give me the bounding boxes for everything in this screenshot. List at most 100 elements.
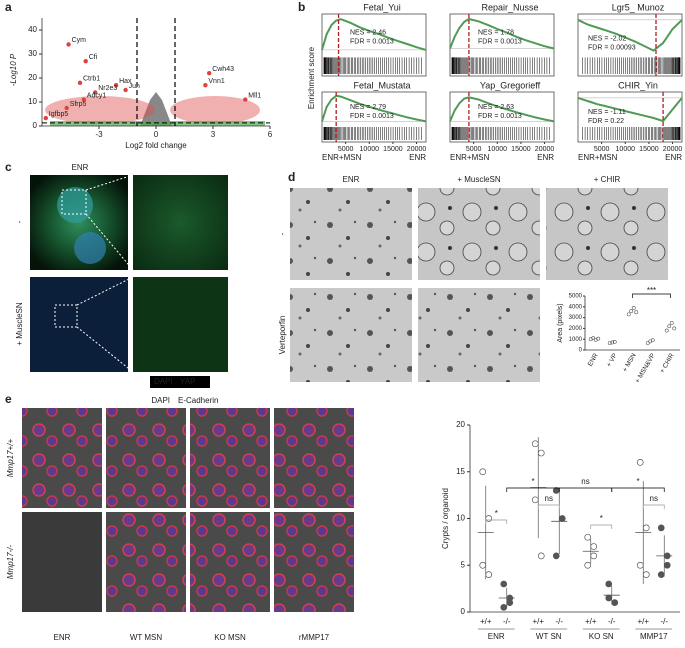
nes-label: NES = -2.02 xyxy=(588,36,626,43)
image-chir xyxy=(546,188,668,280)
row-label: Mmp17+/+ xyxy=(6,439,15,478)
gene-label: Hax xyxy=(119,78,132,85)
gene-label: Nr2e3 xyxy=(98,85,117,92)
column-label: + MuscleSN xyxy=(457,175,501,184)
significance-label: * xyxy=(636,477,639,486)
fdr-label: FDR = 0.22 xyxy=(588,118,624,125)
x-tick-label: 15000 xyxy=(639,146,659,153)
x-tick-label: 20000 xyxy=(535,146,555,153)
area-point xyxy=(626,312,631,317)
significance-label: * xyxy=(600,514,603,523)
x-tick-label: + VP xyxy=(606,352,619,368)
x-tick-label: ENR xyxy=(587,352,600,368)
significance-label: * xyxy=(495,509,498,518)
genotype-label: +/+ xyxy=(585,617,597,626)
up-cloud xyxy=(170,96,260,124)
rank-left-label: ENR+MSN xyxy=(322,153,362,162)
gene-point xyxy=(83,59,88,64)
gene-point xyxy=(203,83,208,88)
axis xyxy=(584,296,680,351)
crypt-point xyxy=(558,515,566,522)
x-tick-label: + CHIR xyxy=(659,352,676,374)
significance-label: ns xyxy=(581,477,589,486)
image-msn-yap xyxy=(30,277,128,372)
genotype-label: -/- xyxy=(503,617,511,626)
row-label: - xyxy=(15,220,24,223)
panel-letter: c xyxy=(5,160,12,174)
nes-label: NES = 2.79 xyxy=(350,104,386,111)
y-tick-label: 30 xyxy=(28,49,37,58)
nes-label: NES = -1.11 xyxy=(588,109,626,116)
crypt-point xyxy=(590,552,598,560)
gene-point xyxy=(93,90,98,95)
y-tick-label: 5 xyxy=(461,560,466,569)
column-label: ENR xyxy=(54,633,71,642)
crypt-point xyxy=(605,580,613,588)
gene-label: Cfi xyxy=(89,54,98,61)
gene-point xyxy=(123,87,128,93)
gsea-box xyxy=(449,91,555,143)
zoom-line xyxy=(85,213,134,271)
x-tick-label: 5000 xyxy=(338,146,354,153)
gsea-title: Fetal_Yui xyxy=(363,2,401,12)
area-point xyxy=(629,309,634,314)
crypt-point xyxy=(611,599,619,607)
image-enr xyxy=(290,188,412,280)
rank-right-label: ENR xyxy=(537,153,554,162)
gene-point xyxy=(243,97,248,102)
crypt-point xyxy=(642,524,650,532)
x-tick-label: 20000 xyxy=(407,146,427,153)
gene-point xyxy=(77,80,83,86)
ns-cloud xyxy=(50,121,265,126)
panel-letter: b xyxy=(298,0,305,14)
legend-bg xyxy=(150,376,210,388)
crypt-point xyxy=(584,533,592,541)
es-curve xyxy=(449,96,555,123)
group-label: KO SN xyxy=(589,632,614,641)
y-tick-label: 0 xyxy=(33,121,38,130)
significance-bracket xyxy=(642,504,665,509)
rank-left-label: ENR+MSN xyxy=(578,153,618,162)
y-tick-label: 10 xyxy=(456,514,465,523)
es-curve xyxy=(321,18,427,51)
rank-right-label: ENR xyxy=(665,153,682,162)
gsea-box xyxy=(577,13,683,77)
rank-left-label: ENR+MSN xyxy=(450,153,490,162)
y-axis-label: Crypts / organoid xyxy=(441,488,450,549)
es-curve xyxy=(577,18,683,52)
fdr-label: FDR = 0.00093 xyxy=(588,45,636,52)
organoid xyxy=(74,232,106,264)
area-point xyxy=(607,341,612,345)
panel-letter: a xyxy=(5,0,12,14)
fdr-label: FDR = 0.0013 xyxy=(350,38,394,45)
column-label: ENR xyxy=(343,175,360,184)
image-msn xyxy=(418,188,540,280)
significance-label: * xyxy=(531,477,534,486)
crypt-point xyxy=(590,543,598,550)
significance-bracket xyxy=(485,519,508,524)
x-tick-label: 10000 xyxy=(488,146,508,153)
significance-bracket xyxy=(506,487,560,492)
es-curve xyxy=(449,17,555,50)
panel-letter: d xyxy=(288,170,295,184)
y-tick-label: 20 xyxy=(28,73,37,82)
panel-letter: e xyxy=(5,392,12,406)
gsea-box xyxy=(321,91,427,143)
gene-label: Vnn1 xyxy=(208,78,224,85)
x-tick-label: 0 xyxy=(154,130,159,139)
column-label: rMMP17 xyxy=(299,633,330,642)
area-point xyxy=(612,339,617,344)
gene-label: Mll1 xyxy=(248,92,261,99)
genotype-label: +/+ xyxy=(637,617,649,626)
row-label: - xyxy=(278,232,287,235)
significance-label: ns xyxy=(545,494,553,503)
image-ko-rmmp17 xyxy=(274,512,354,612)
genotype-label: +/+ xyxy=(480,617,492,626)
significance-bracket xyxy=(590,524,613,529)
group-label: WT SN xyxy=(536,632,562,641)
group-label: MMP17 xyxy=(640,632,668,641)
crypt-point xyxy=(584,561,592,569)
nes-label: NES = 2.46 xyxy=(350,29,386,36)
fdr-label: FDR = 0.0013 xyxy=(478,113,522,120)
area-point xyxy=(669,321,674,325)
